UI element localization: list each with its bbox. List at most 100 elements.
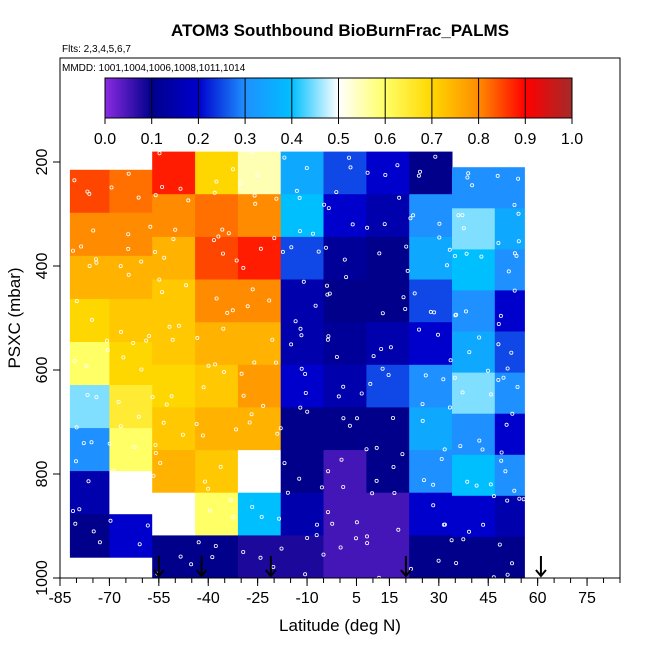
- heatmap-cell: [69, 255, 110, 300]
- sample-marker: [211, 238, 216, 243]
- sample-marker: [322, 202, 327, 207]
- heatmap-cell: [452, 208, 496, 250]
- sample-marker: [282, 155, 287, 160]
- chart-title: ATOM3 Southbound BioBurnFrac_PALMS: [171, 21, 509, 40]
- sample-marker: [173, 529, 178, 534]
- sample-marker: [491, 494, 496, 499]
- heatmap-layer: [69, 151, 525, 579]
- heatmap-cell: [237, 450, 282, 494]
- sample-marker: [196, 540, 201, 545]
- sample-marker: [118, 264, 123, 269]
- sample-marker: [238, 181, 243, 186]
- colorbar-tick-label: 0.9: [514, 131, 536, 148]
- sample-marker: [505, 572, 510, 577]
- colorbar-tick-label: 0.2: [187, 131, 209, 148]
- sample-marker: [126, 171, 131, 176]
- sample-marker: [85, 189, 90, 194]
- heatmap-cell: [109, 385, 153, 429]
- x-tick-label: 75: [578, 590, 596, 607]
- sample-marker: [432, 310, 437, 315]
- heatmap-cell: [494, 536, 525, 579]
- heatmap-cell: [366, 450, 410, 494]
- sample-marker: [497, 542, 502, 547]
- sample-marker: [342, 257, 347, 262]
- heatmap-cell: [195, 407, 239, 451]
- sample-marker: [371, 354, 376, 359]
- heatmap-cell: [152, 279, 196, 323]
- sample-marker: [226, 231, 231, 236]
- sample-marker: [194, 421, 199, 426]
- sample-marker: [127, 506, 132, 511]
- sample-marker: [234, 427, 239, 432]
- heatmap-cell: [195, 236, 239, 280]
- sample-marker: [395, 163, 400, 168]
- sample-marker: [396, 527, 401, 532]
- sample-marker: [516, 211, 521, 216]
- sample-marker: [496, 342, 501, 347]
- sample-marker: [431, 503, 436, 508]
- sample-marker: [439, 456, 444, 461]
- sample-marker: [421, 478, 426, 483]
- sample-marker: [374, 445, 379, 450]
- sample-marker: [72, 178, 77, 183]
- sample-marker: [344, 275, 349, 280]
- sample-marker: [119, 329, 124, 334]
- x-tick-label: 5: [352, 590, 361, 607]
- y-tick-label: 200: [34, 149, 51, 176]
- sample-marker: [517, 496, 522, 501]
- sample-marker: [180, 432, 185, 437]
- sample-marker: [259, 514, 264, 519]
- x-tick-label: 15: [381, 590, 399, 607]
- sample-marker: [161, 420, 166, 425]
- sample-marker: [153, 450, 158, 455]
- sample-marker: [126, 232, 131, 237]
- sample-marker: [325, 510, 330, 515]
- sample-marker: [218, 464, 223, 469]
- sample-marker: [496, 377, 501, 382]
- sample-marker: [481, 522, 486, 527]
- sample-marker: [458, 444, 463, 449]
- sample-marker: [90, 317, 95, 322]
- heatmap-cell: [280, 535, 324, 579]
- heatmap-cell: [323, 450, 367, 494]
- sample-marker: [433, 154, 438, 159]
- sample-marker: [350, 222, 355, 227]
- sample-marker: [116, 399, 121, 404]
- sample-marker: [216, 234, 221, 239]
- sample-marker: [501, 375, 506, 380]
- sample-marker: [126, 246, 131, 251]
- sample-marker: [506, 269, 511, 274]
- sample-marker: [354, 520, 359, 525]
- sample-marker: [341, 416, 346, 421]
- sample-marker: [131, 340, 136, 345]
- heatmap-cell: [109, 471, 153, 515]
- sample-marker: [162, 255, 167, 260]
- heatmap-cell: [109, 298, 153, 343]
- sample-marker: [207, 508, 212, 513]
- heatmap-cell: [323, 322, 367, 366]
- x-tick-label: -55: [147, 590, 170, 607]
- colorbar-tick-label: 0.5: [327, 131, 349, 148]
- sample-marker: [108, 518, 113, 523]
- sample-marker: [273, 360, 278, 365]
- sample-marker: [73, 521, 78, 526]
- sample-marker: [221, 326, 226, 331]
- sample-marker: [214, 296, 219, 301]
- sample-marker: [477, 335, 482, 340]
- sample-marker: [71, 248, 76, 253]
- heatmap-cell: [152, 151, 196, 195]
- sample-marker: [365, 225, 370, 230]
- sample-marker: [460, 390, 465, 395]
- sample-marker: [354, 416, 359, 421]
- sample-marker: [460, 213, 465, 218]
- heatmap-cell: [323, 535, 367, 579]
- sample-marker: [230, 167, 235, 172]
- heatmap-cell: [195, 151, 239, 195]
- sample-marker: [111, 468, 116, 473]
- heatmap-cell: [280, 407, 324, 451]
- heatmap-cell: [366, 151, 410, 195]
- sample-marker: [278, 426, 283, 431]
- sample-marker: [466, 529, 471, 534]
- sample-marker: [498, 313, 503, 318]
